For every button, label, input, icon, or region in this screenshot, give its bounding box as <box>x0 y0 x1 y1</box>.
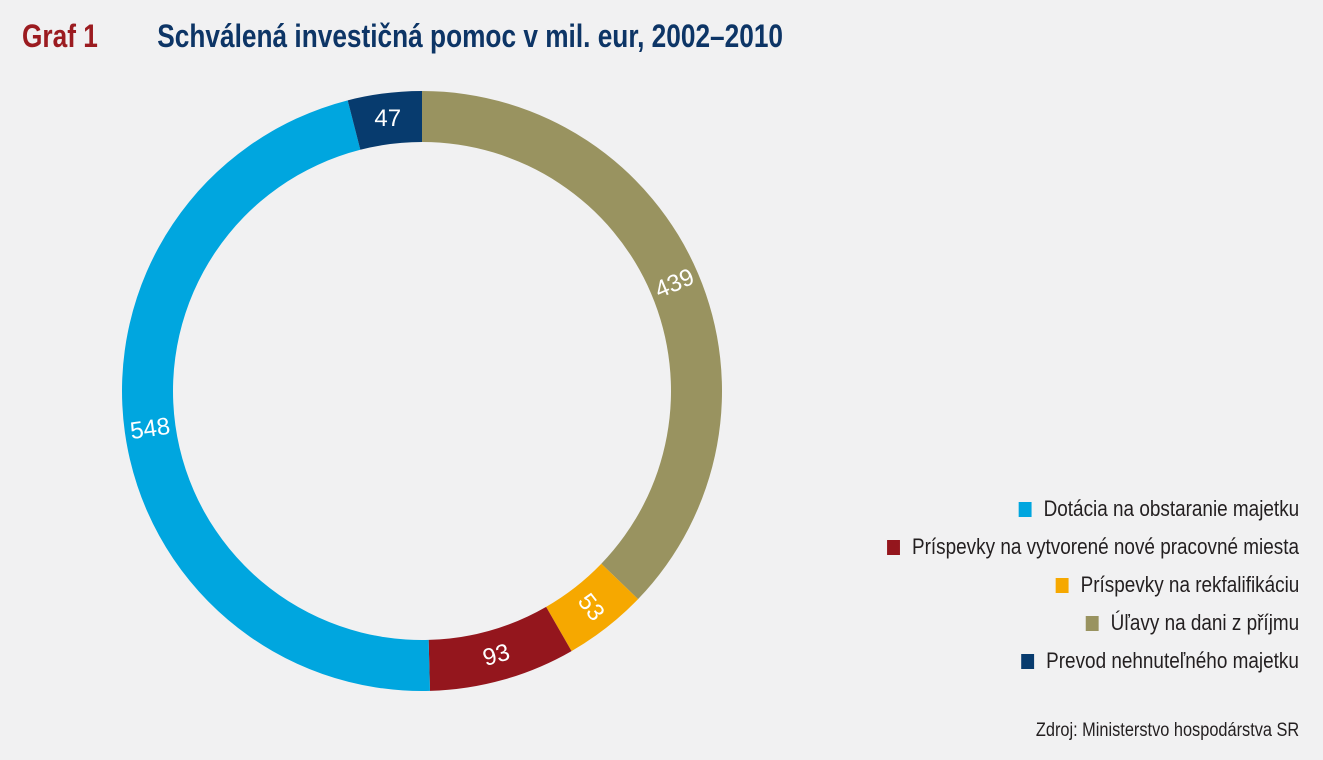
chart-header: Graf 1 Schválená investičná pomoc v mil.… <box>22 18 783 55</box>
legend-item-dotacia: Dotácia na obstaranie majetku <box>1018 490 1299 528</box>
legend-label: Príspevky na vytvorené nové pracovné mie… <box>911 534 1299 559</box>
legend-label: Dotácia na obstaranie majetku <box>1043 496 1299 521</box>
legend-swatch <box>1085 615 1099 631</box>
legend-swatch <box>887 539 900 555</box>
slice-value-label: 548 <box>128 413 171 445</box>
source-note: Zdroj: Ministerstvo hospodárstva SR <box>1035 720 1299 741</box>
legend-label: Príspevky na rekfalifikáciu <box>1080 572 1299 597</box>
legend-item-prispevky-miesta: Príspevky na vytvorené nové pracovné mie… <box>887 528 1299 566</box>
legend-swatch <box>1055 577 1069 593</box>
legend-item-prispevky-rekvalifikacia: Príspevky na rekfalifikáciu <box>1055 566 1299 604</box>
legend-label: Prevod nehnuteľného majetku <box>1046 648 1299 673</box>
figure-number: Graf 1 <box>22 18 98 54</box>
slice-value-label: 47 <box>374 105 401 132</box>
legend-item-ulavy: Úľavy na dani z příjmu <box>1085 604 1299 642</box>
donut-slice <box>347 91 422 150</box>
donut-slice <box>121 100 430 691</box>
legend-swatch <box>1018 501 1032 517</box>
legend-label: Úľavy na dani z příjmu <box>1110 610 1299 635</box>
donut-slice <box>546 563 639 652</box>
donut-slice <box>428 606 572 691</box>
chart-title: Schválená investičná pomoc v mil. eur, 2… <box>157 18 784 54</box>
legend-swatch <box>1021 653 1035 669</box>
legend-item-prevod: Prevod nehnuteľného majetku <box>1021 642 1299 680</box>
chart-legend: Dotácia na obstaranie majetku Príspevky … <box>820 490 1299 680</box>
donut-slice <box>422 91 723 600</box>
